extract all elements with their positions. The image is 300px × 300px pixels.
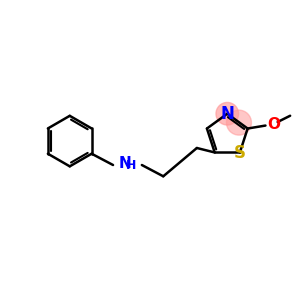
- Text: S: S: [234, 144, 246, 162]
- Circle shape: [226, 110, 251, 135]
- Text: N: N: [118, 156, 131, 171]
- Text: H: H: [126, 158, 136, 172]
- Text: O: O: [267, 117, 280, 132]
- Circle shape: [216, 102, 239, 125]
- Text: N: N: [220, 105, 234, 123]
